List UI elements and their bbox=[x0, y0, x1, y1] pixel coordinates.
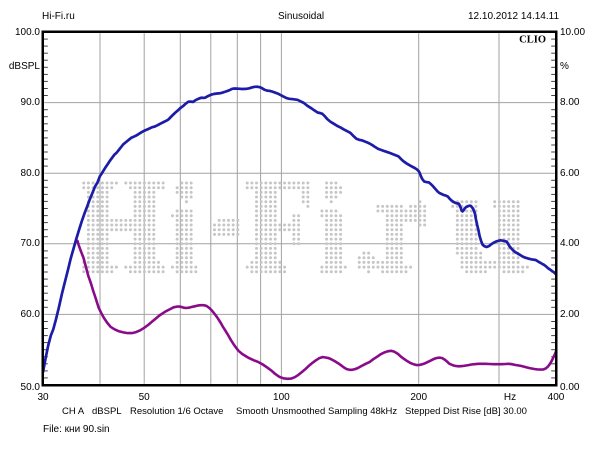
svg-text:CLIO: CLIO bbox=[519, 35, 546, 46]
